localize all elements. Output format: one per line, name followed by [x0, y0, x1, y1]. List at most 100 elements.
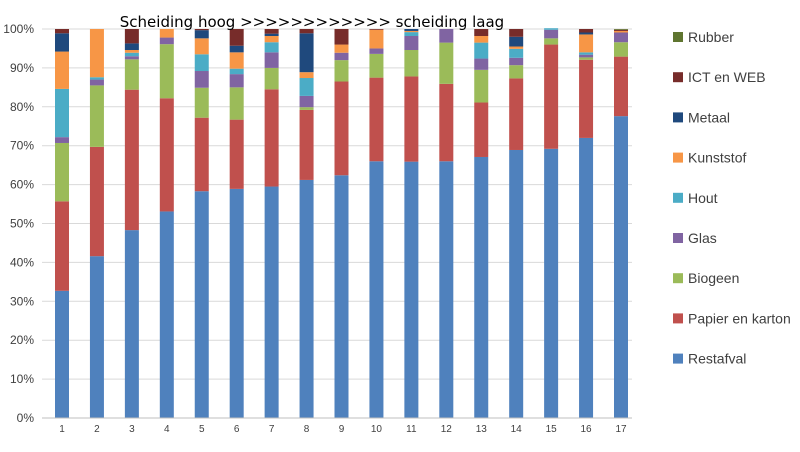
bar-segment-restafval — [509, 149, 524, 418]
bar-segment-papier-en-karton — [404, 76, 419, 162]
legend-swatch — [673, 353, 683, 364]
bar-segment-biogeen — [159, 44, 174, 99]
bar-segment-ict-en-web — [579, 29, 594, 33]
bar-segment-biogeen — [55, 142, 69, 202]
bar-segment-glas — [299, 95, 314, 108]
bar-segment-biogeen — [89, 85, 104, 147]
legend-label: ICT en WEB — [688, 69, 766, 85]
bar-segment-hout — [544, 28, 559, 30]
bar-segment-biogeen — [404, 50, 419, 77]
bar-segment-ict-en-web — [509, 29, 524, 37]
bar-segment-kunststof — [334, 44, 349, 53]
bar-segment-metaal — [229, 45, 244, 53]
bar-segment-kunststof — [369, 29, 384, 49]
bar-segment-papier-en-karton — [509, 78, 524, 150]
bar-segment-glas — [159, 37, 174, 45]
legend-label: Biogeen — [688, 270, 739, 286]
bar-segment-metaal — [404, 29, 419, 31]
bar-segment-papier-en-karton — [334, 81, 349, 176]
bar-segment-glas — [614, 32, 628, 43]
bar-segment-biogeen — [509, 65, 524, 79]
bar-segment-glas — [124, 56, 139, 60]
bar-segment-glas — [55, 137, 69, 143]
legend-item: ICT en WEB — [673, 69, 766, 85]
y-tick-label: 0% — [17, 411, 35, 425]
y-tick-label: 100% — [3, 22, 34, 36]
bar-segment-kunststof — [229, 52, 244, 69]
legend-label: Papier en karton — [688, 310, 791, 326]
bar-segment-hout — [229, 68, 244, 75]
bar-segment-metaal — [509, 36, 524, 47]
bar-segment-kunststof — [299, 72, 314, 79]
bar-segment-kunststof — [579, 34, 594, 53]
bar-segment-papier-en-karton — [614, 56, 628, 117]
bar-segment-restafval — [159, 211, 174, 418]
legend-swatch — [673, 233, 683, 243]
bar-segment-papier-en-karton — [124, 89, 139, 231]
x-tick-label: 10 — [371, 424, 383, 435]
bar-segment-glas — [439, 29, 454, 43]
bar-segment-restafval — [614, 116, 628, 419]
bar-segment-biogeen — [614, 42, 628, 57]
bar-segment-biogeen — [124, 59, 139, 90]
legend-swatch — [673, 192, 683, 203]
bar-segment-restafval — [55, 290, 69, 418]
bar-segment-kunststof — [194, 38, 209, 55]
y-tick-label: 90% — [10, 61, 34, 75]
legend-item: Glas — [673, 230, 717, 246]
bar-segment-restafval — [89, 256, 104, 418]
bar-segment-kunststof — [124, 50, 139, 53]
bar-segment-ict-en-web — [264, 29, 279, 34]
bar-segment-glas — [89, 79, 104, 86]
bar-segment-glas — [229, 74, 244, 88]
bar-segment-glas — [404, 36, 419, 51]
legend-item: Rubber — [673, 29, 734, 45]
legend-label: Hout — [688, 190, 718, 206]
bar-segment-kunststof — [89, 29, 104, 78]
bar-segment-glas — [544, 29, 559, 39]
legend-label: Glas — [688, 230, 717, 246]
x-tick-label: 13 — [476, 424, 488, 435]
x-tick-label: 17 — [615, 424, 627, 435]
bar-segment-biogeen — [369, 53, 384, 78]
bar-segment-hout — [579, 52, 594, 55]
bar-segment-ict-en-web — [55, 29, 69, 34]
bar-segment-restafval — [439, 161, 454, 418]
bar-segment-metaal — [579, 32, 594, 35]
legend-item: Metaal — [673, 109, 730, 125]
bar-segment-restafval — [229, 188, 244, 418]
bar-segment-glas — [474, 58, 489, 70]
legend-swatch — [673, 313, 683, 324]
bar-segment-papier-en-karton — [55, 201, 69, 291]
bar-segment-restafval — [544, 148, 559, 418]
bar-segment-biogeen — [264, 67, 279, 90]
bar-segment-hout — [55, 88, 69, 138]
bar-segment-hout — [474, 42, 489, 59]
y-tick-label: 20% — [10, 333, 34, 347]
bar-segment-kunststof — [509, 46, 524, 49]
bar-segment-papier-en-karton — [439, 83, 454, 162]
bar-segment-metaal — [299, 33, 314, 73]
x-axis-ticks: 1 2 3 4 5 6 7 8 9 10 11 12 13 14 15 16 17 — [59, 424, 627, 435]
x-tick-label: 11 — [406, 424, 417, 435]
bar-segment-ict-en-web — [299, 29, 314, 34]
bar-segment-glas — [579, 54, 594, 58]
legend-item: Restafval — [673, 351, 746, 367]
y-axis-ticks: 0% 10% 20% 30% 40% 50% 60% 70% 80% 90% 100% — [3, 22, 34, 425]
bar-segment-metaal — [264, 33, 279, 37]
bar-segment-hout — [299, 78, 314, 96]
bar-segment-papier-en-karton — [579, 59, 594, 138]
bar-segment-kunststof — [614, 30, 628, 33]
bar-segment-metaal — [194, 30, 209, 39]
bar-segment-ict-en-web — [124, 29, 139, 44]
bar-segment-hout — [264, 42, 279, 53]
x-tick-label: 7 — [269, 424, 275, 435]
x-tick-label: 3 — [129, 424, 135, 435]
legend-label: Restafval — [688, 351, 746, 367]
legend-swatch — [673, 152, 683, 163]
bar-segment-glas — [264, 52, 279, 68]
legend-swatch — [673, 32, 683, 42]
bars — [55, 28, 628, 419]
bar-segment-restafval — [124, 230, 139, 418]
x-tick-label: 9 — [339, 424, 345, 435]
